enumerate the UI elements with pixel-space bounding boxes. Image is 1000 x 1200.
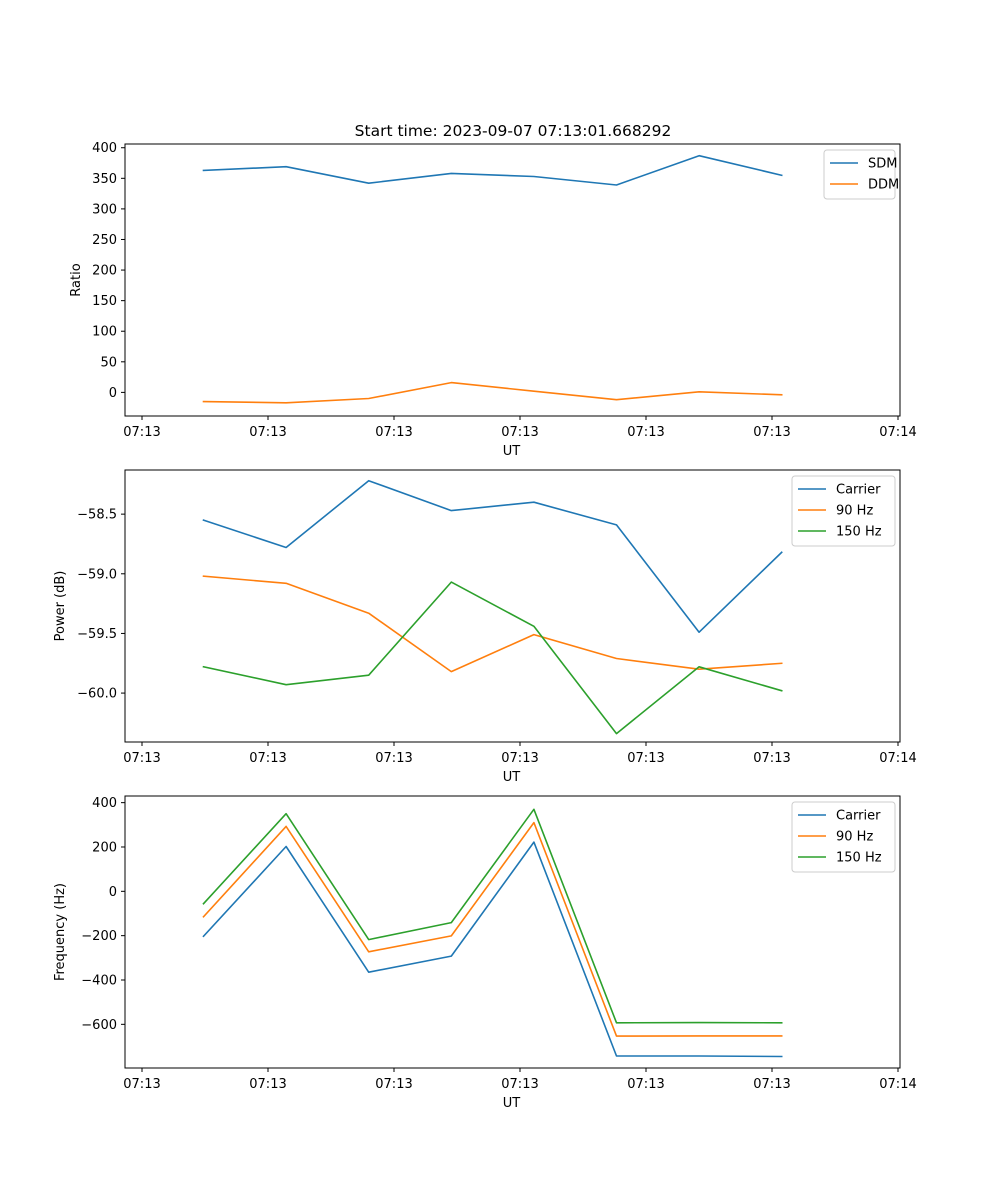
y-tick-label: 0 (109, 386, 117, 401)
legend-label: Carrier (836, 809, 881, 824)
x-axis-label: UT (503, 770, 521, 785)
x-tick-label: 07:13 (249, 425, 286, 440)
x-tick-label: 07:13 (123, 425, 160, 440)
series-line-carrier (202, 841, 783, 1058)
legend-label: DDM (868, 178, 899, 193)
x-tick-label: 07:13 (249, 1077, 286, 1092)
series-line-150-hz (202, 581, 783, 735)
x-tick-label: 07:13 (249, 751, 286, 766)
x-tick-label: 07:13 (753, 1077, 790, 1092)
y-tick-label: 200 (92, 840, 117, 855)
y-tick-label: −59.5 (77, 627, 117, 642)
x-tick-label: 07:13 (375, 751, 412, 766)
x-tick-label: 07:13 (753, 751, 790, 766)
y-tick-label: −60.0 (77, 687, 117, 702)
axes-frame (124, 795, 901, 1069)
y-tick-label: 200 (92, 264, 117, 279)
y-tick-label: 250 (92, 233, 117, 248)
y-tick-label: 400 (92, 141, 117, 156)
legend: Carrier 90 Hz 150 Hz (791, 801, 896, 873)
legend-label: SDM (868, 157, 897, 172)
legend-label: 150 Hz (836, 851, 882, 866)
axes-frame (124, 469, 901, 743)
x-tick-label: 07:13 (123, 751, 160, 766)
x-tick-label: 07:14 (879, 425, 916, 440)
chart-panel-1: 07:13 07:13 07:13 07:13 07:13 07:13 07:14 UT 0 50… (69, 141, 917, 459)
legend: SDM DDM (823, 149, 899, 200)
series-line-150-hz (202, 808, 783, 1024)
x-tick-label: 07:13 (627, 751, 664, 766)
y-tick-label: −58.5 (77, 508, 117, 523)
x-tick-label: 07:13 (375, 425, 412, 440)
x-tick-label: 07:14 (879, 751, 916, 766)
y-axis-label: Frequency (Hz) (53, 883, 68, 981)
y-tick-label: 400 (92, 796, 117, 811)
series-line-90-hz (202, 575, 783, 673)
y-axis-label: Power (dB) (53, 571, 68, 642)
chart-title: Start time: 2023-09-07 07:13:01.668292 (355, 122, 672, 140)
x-tick-label: 07:13 (501, 751, 538, 766)
y-tick-label: −400 (81, 973, 117, 988)
x-tick-label: 07:13 (501, 425, 538, 440)
axes-frame (124, 143, 901, 417)
y-tick-label: 0 (109, 885, 117, 900)
legend-label: 150 Hz (836, 525, 882, 540)
chart-panel-3: 07:13 07:13 07:13 07:13 07:13 07:13 07:14 UT 400… (53, 795, 917, 1111)
legend-frame (791, 801, 896, 873)
y-tick-label: −200 (81, 929, 117, 944)
x-tick-label: 07:13 (501, 1077, 538, 1092)
series-line-90-hz (202, 821, 783, 1037)
legend-label: 90 Hz (836, 504, 873, 519)
series-line-ddm (202, 381, 783, 404)
x-axis-label: UT (503, 1096, 521, 1111)
x-tick-label: 07:13 (753, 425, 790, 440)
y-tick-label: 50 (100, 355, 117, 370)
x-tick-label: 07:13 (627, 425, 664, 440)
chart-panel-2: 07:13 07:13 07:13 07:13 07:13 07:13 07:14 UT −58… (53, 469, 917, 785)
x-tick-label: 07:13 (375, 1077, 412, 1092)
y-tick-label: −59.0 (77, 567, 117, 582)
x-tick-label: 07:13 (123, 1077, 160, 1092)
y-tick-label: 350 (92, 172, 117, 187)
y-tick-label: 150 (92, 294, 117, 309)
legend-label: 90 Hz (836, 830, 873, 845)
y-tick-label: 300 (92, 202, 117, 217)
series-line-carrier (202, 479, 783, 634)
x-tick-label: 07:13 (627, 1077, 664, 1092)
x-axis-label: UT (503, 444, 521, 459)
y-axis-label: Ratio (69, 263, 84, 296)
y-tick-label: −600 (81, 1018, 117, 1033)
series-line-sdm (202, 154, 783, 186)
legend: Carrier 90 Hz 150 Hz (791, 475, 896, 547)
legend-label: Carrier (836, 483, 881, 498)
y-tick-label: 100 (92, 325, 117, 340)
x-tick-label: 07:14 (879, 1077, 916, 1092)
legend-frame (791, 475, 896, 547)
